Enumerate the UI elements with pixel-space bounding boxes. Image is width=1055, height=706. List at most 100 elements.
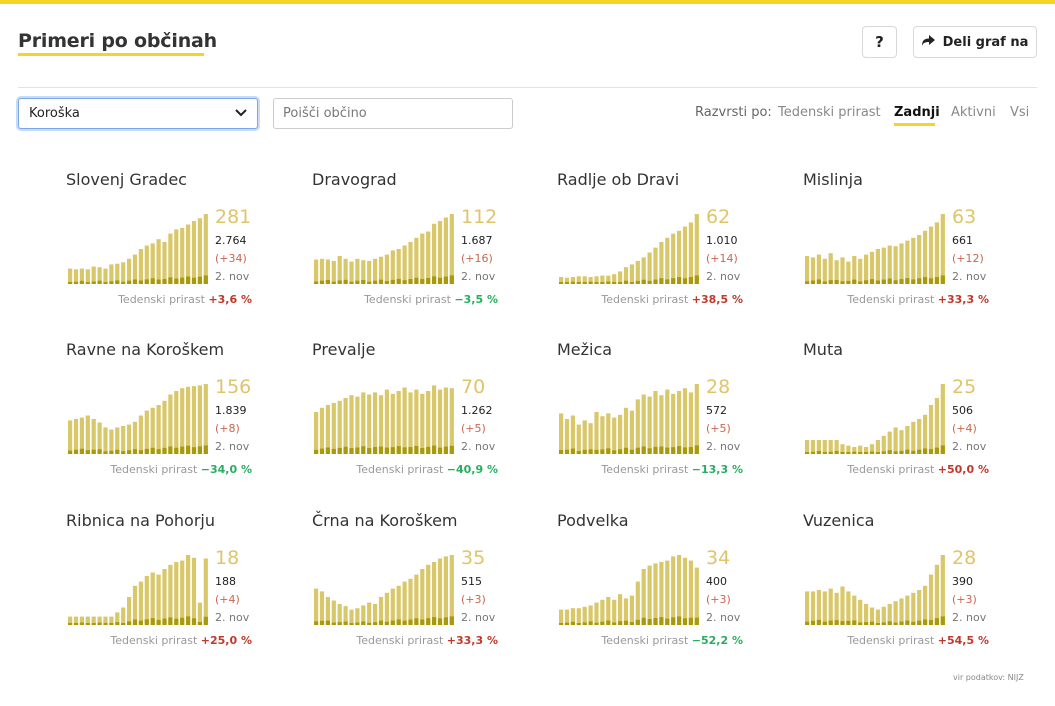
bar: [864, 604, 869, 625]
bar: [203, 558, 208, 625]
bar: [694, 384, 699, 454]
total-cases: 506: [952, 404, 973, 417]
bar-new: [917, 449, 922, 454]
bar-new: [331, 448, 336, 454]
bar: [437, 221, 443, 284]
bar: [319, 407, 325, 454]
bar-new: [600, 449, 605, 454]
help-button[interactable]: ?: [862, 26, 897, 58]
sort-label: Razvrsti po:: [695, 105, 772, 120]
bar: [618, 271, 623, 284]
municipality-card[interactable]: Muta 25 506 (+4) 2. nov Tedenski prirast +50,…: [803, 340, 993, 490]
bar: [582, 276, 587, 284]
bar-new: [559, 623, 564, 625]
bar: [325, 597, 330, 625]
bar-new: [186, 445, 191, 454]
bar-new: [197, 276, 202, 284]
share-button[interactable]: Deli graf na: [913, 26, 1037, 58]
bar-new: [373, 447, 378, 454]
bar-new: [314, 449, 319, 454]
latest-value: 112: [461, 206, 498, 228]
bar-new: [378, 446, 384, 454]
municipality-card[interactable]: Dravograd 112 1.687 (+16) 2. nov Tedenski pri…: [312, 170, 502, 320]
municipality-card[interactable]: Radlje ob Dravi 62 1.010 (+14) 2. nov Tedensk…: [557, 170, 747, 320]
bar: [887, 245, 892, 284]
municipality-card[interactable]: Prevalje 70 1.262 (+5) 2. nov Tedenski priras…: [312, 340, 502, 490]
trend-bar-chart: [314, 214, 454, 284]
last-date: 2. nov: [461, 270, 496, 283]
bar-new: [97, 622, 102, 625]
municipality-card[interactable]: Podvelka 34 400 (+3) 2. nov Tedenski prirast …: [557, 511, 747, 661]
bar-new: [396, 619, 401, 625]
bar: [361, 605, 366, 625]
bar: [180, 388, 185, 454]
bar: [834, 440, 839, 454]
bar-new: [390, 620, 395, 625]
municipality-card[interactable]: Črna na Koroškem 35 515 (+3) 2. nov Tedenski …: [312, 511, 502, 661]
sort-option-all[interactable]: Vsi: [1010, 105, 1030, 120]
bar-new: [840, 621, 845, 625]
bar-new: [840, 281, 845, 284]
bar-new: [887, 450, 892, 454]
bar: [443, 556, 448, 625]
municipality-card[interactable]: Vuzenica 28 390 (+3) 2. nov Tedenski prirast …: [803, 511, 993, 661]
total-cases: 515: [461, 575, 482, 588]
trend-bar-chart: [805, 384, 945, 454]
bar-new: [588, 281, 593, 284]
weekly-growth-value: −52,2 %: [691, 634, 743, 647]
region-select[interactable]: Koroška: [18, 98, 258, 129]
municipality-card[interactable]: Mislinja 63 661 (+12) 2. nov Tedenski prirast…: [803, 170, 993, 320]
municipality-card[interactable]: Ribnica na Pohorju 18 188 (+4) 2. nov Tedensk…: [66, 511, 256, 661]
bar-new: [180, 617, 185, 625]
bar: [606, 413, 611, 454]
bar: [109, 616, 114, 625]
sort-option-weekly[interactable]: Tedenski prirast: [778, 105, 881, 120]
bar: [940, 384, 945, 454]
bar-new: [138, 280, 143, 284]
bar: [828, 253, 833, 284]
trend-bar-chart: [68, 214, 208, 284]
bar-new: [331, 622, 336, 625]
bar: [132, 421, 138, 454]
municipality-card[interactable]: Mežica 28 572 (+5) 2. nov Tedenski prirast −1…: [557, 340, 747, 490]
bar: [91, 266, 96, 284]
search-input[interactable]: [273, 98, 513, 129]
bar-new: [408, 447, 413, 454]
bar-new: [355, 447, 360, 454]
weekly-growth: Tedenski prirast +54,5 %: [847, 634, 989, 647]
bar-new: [197, 621, 202, 625]
bar-new: [810, 280, 816, 284]
bar-new: [682, 447, 688, 454]
bar: [594, 276, 599, 284]
bar: [629, 264, 634, 284]
bar-new: [319, 620, 325, 625]
bar: [864, 447, 869, 454]
bar: [355, 396, 360, 454]
bar: [367, 260, 372, 284]
bar: [940, 214, 945, 284]
bar: [420, 569, 425, 625]
municipality-card[interactable]: Slovenj Gradec 281 2.764 (+34) 2. nov Tedensk…: [66, 170, 256, 320]
bar-new: [588, 449, 593, 454]
daily-delta: (+3): [952, 593, 977, 606]
bar-new: [659, 617, 664, 625]
bar-new: [367, 281, 372, 284]
bar: [647, 565, 652, 625]
bar-new: [641, 446, 646, 454]
bar: [68, 268, 73, 284]
bar: [629, 410, 634, 454]
bar: [109, 429, 114, 454]
bar-new: [659, 278, 664, 284]
bar-new: [331, 281, 336, 284]
bar: [121, 262, 126, 284]
bar: [343, 606, 348, 625]
bar-new: [647, 619, 652, 625]
sort-option-active[interactable]: Aktivni: [951, 105, 996, 120]
bar: [197, 218, 202, 284]
bar: [875, 249, 880, 284]
bar: [928, 226, 934, 284]
sort-option-latest[interactable]: Zadnji: [894, 105, 940, 120]
bar: [682, 226, 688, 284]
bar-new: [384, 281, 389, 284]
municipality-card[interactable]: Ravne na Koroškem 156 1.839 (+8) 2. nov Teden…: [66, 340, 256, 490]
